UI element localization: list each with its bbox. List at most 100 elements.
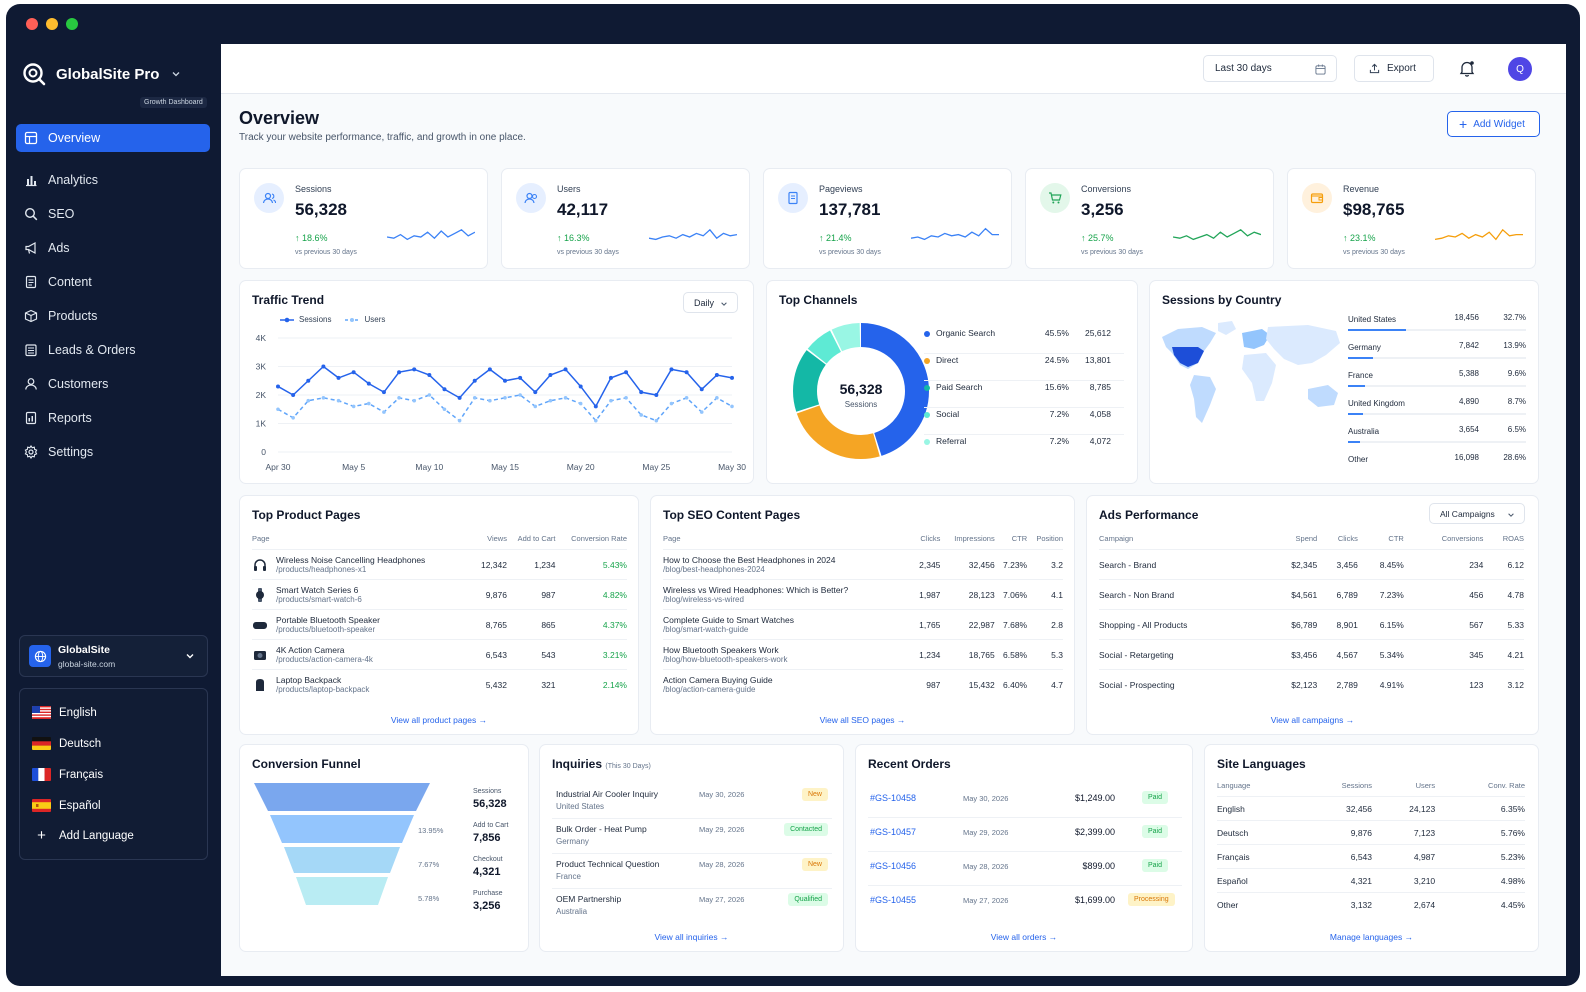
brand[interactable]: GlobalSite Pro [22, 62, 181, 86]
country-row[interactable]: Other 16,098 28.6% [1348, 453, 1526, 481]
bell-icon[interactable] [1459, 60, 1475, 77]
table-row[interactable]: Français 6,543 4,987 5.23% [1217, 844, 1525, 869]
clicks-cell: 6,789 [1317, 579, 1358, 610]
sidebar-item-ads[interactable]: Ads [16, 234, 210, 262]
campaign-cell: Search - Brand [1099, 549, 1268, 580]
sidebar-item-seo[interactable]: SEO [16, 200, 210, 228]
views-cell: 9,876 [473, 579, 507, 610]
country-row[interactable]: Germany 7,842 13.9% [1348, 341, 1526, 369]
inquiry-row[interactable]: OEM Partnership Australia May 27, 2026 Qual… [552, 890, 832, 924]
view-all-orders-link[interactable]: View all orders → [990, 932, 1058, 942]
country-row[interactable]: France 5,388 9.6% [1348, 369, 1526, 397]
close-window-button[interactable] [26, 18, 38, 30]
table-row[interactable]: Search - Non Brand $4,561 6,789 7.23% 456 4.7… [1099, 579, 1524, 610]
site-switcher[interactable]: GlobalSite global-site.com [19, 635, 208, 677]
order-id-link[interactable]: #GS-10458 [870, 793, 917, 803]
sessions-cell: 3,132 [1298, 892, 1373, 917]
sidebar-item-overview[interactable]: Overview [16, 124, 210, 152]
date-range-picker[interactable]: Last 30 days [1203, 55, 1337, 82]
column-header: Clicks [1337, 534, 1358, 543]
table-row[interactable]: English 32,456 24,123 6.35% [1217, 796, 1525, 821]
africa-shape [1242, 353, 1276, 401]
data-point-sessions [381, 390, 386, 395]
chevron-down-icon[interactable] [171, 69, 181, 79]
order-id-link[interactable]: #GS-10457 [870, 827, 917, 837]
channel-row[interactable]: Organic Search 45.5% 25,612 [924, 328, 1124, 354]
view-all-product-pages-link[interactable]: View all product pages → [390, 715, 488, 725]
channel-row[interactable]: Referral 7.2% 4,072 [924, 436, 1124, 462]
data-point-sessions [276, 384, 280, 389]
data-point-sessions [563, 367, 568, 372]
conversion-rate-cell: 4.45% [1435, 892, 1525, 917]
data-point-sessions [548, 373, 553, 378]
country-row[interactable]: United States 18,456 32.7% [1348, 313, 1526, 341]
language-item-espanol[interactable]: Español [32, 799, 101, 812]
table-row[interactable]: Wireless vs Wired Headphones: Which is B… [663, 579, 1063, 610]
add-language-button[interactable]: + Add Language [32, 828, 134, 843]
donut-slice-organic-search [793, 323, 929, 459]
add-to-cart-cell: 865 [506, 609, 556, 640]
sidebar-item-products[interactable]: Products [16, 302, 210, 330]
channel-row[interactable]: Direct 24.5% 13,801 [924, 355, 1124, 381]
sidebar-item-leads-orders[interactable]: Leads & Orders [16, 336, 210, 364]
table-row[interactable]: Social - Retargeting $3,456 4,567 5.34% 345 4… [1099, 639, 1524, 670]
table-row[interactable]: How to Choose the Best Headphones in 202… [663, 549, 1063, 580]
order-row[interactable]: #GS-10457 May 29, 2026 $2,399.00 Paid [868, 819, 1182, 852]
table-row[interactable]: Complete Guide to Smart Watches/blog/sma… [663, 609, 1063, 640]
inquiry-row[interactable]: Industrial Air Cooler Inquiry United Stat… [552, 785, 832, 819]
table-row[interactable]: Smart Watch Series 6/products/smart-watc… [252, 579, 627, 610]
data-point-users [412, 398, 416, 403]
country-row[interactable]: United Kingdom 4,890 8.7% [1348, 397, 1526, 425]
export-button[interactable]: Export [1354, 55, 1434, 82]
sidebar-item-reports[interactable]: Reports [16, 404, 210, 432]
order-row[interactable]: #GS-10456 May 28, 2026 $899.00 Paid [868, 853, 1182, 886]
sidebar-item-label: Customers [48, 377, 109, 391]
data-point-users [367, 401, 371, 406]
inquiry-row[interactable]: Bulk Order - Heat Pump Germany May 29, 202… [552, 820, 832, 854]
language-item-english[interactable]: English [32, 706, 97, 719]
order-id-link[interactable]: #GS-10456 [870, 861, 917, 871]
table-row[interactable]: Social - Prospecting $2,123 2,789 4.91% 123 3… [1099, 669, 1524, 700]
table-row[interactable]: Action Camera Buying Guide/blog/action-c… [663, 669, 1063, 700]
view-all-campaigns-link[interactable]: View all campaigns → [1270, 715, 1355, 725]
table-row[interactable]: How Bluetooth Speakers Work/blog/how-blu… [663, 639, 1063, 670]
view-all-seo-pages-link[interactable]: View all SEO pages → [819, 715, 906, 725]
table-row[interactable]: Deutsch 9,876 7,123 5.76% [1217, 820, 1525, 845]
country-row[interactable]: Australia 3,654 6.5% [1348, 425, 1526, 453]
table-row[interactable]: Search - Brand $2,345 3,456 8.45% 234 6.12 [1099, 549, 1524, 580]
channel-row[interactable]: Paid Search 15.6% 8,785 [924, 382, 1124, 408]
table-row[interactable]: Wireless Noise Cancelling Headphones/pro… [252, 549, 627, 580]
avatar[interactable]: Q [1508, 57, 1532, 81]
table-row[interactable]: Español 4,321 3,210 4.98% [1217, 868, 1525, 893]
page-cell: Complete Guide to Smart Watches/blog/sma… [663, 609, 912, 640]
campaign-filter-select[interactable]: All Campaigns [1429, 503, 1525, 524]
sidebar-item-customers[interactable]: Customers [16, 370, 210, 398]
interval-select[interactable]: Daily [683, 292, 738, 313]
table-row[interactable]: Other 3,132 2,674 4.45% [1217, 892, 1525, 917]
table-row[interactable]: Shopping - All Products $6,789 8,901 6.15% 5… [1099, 609, 1524, 640]
order-row[interactable]: #GS-10455 May 27, 2026 $1,699.00 Processing [868, 887, 1182, 920]
table-row[interactable]: Laptop Backpack/products/laptop-backpack… [252, 669, 627, 700]
order-id-link[interactable]: #GS-10455 [870, 895, 917, 905]
table-row[interactable]: Portable Bluetooth Speaker/products/blue… [252, 609, 627, 640]
add-widget-button[interactable]: + Add Widget [1447, 111, 1540, 137]
view-all-inquiries-link[interactable]: View all inquiries → [654, 932, 729, 942]
column-header: Add to Cart [517, 534, 556, 543]
kpi-label: Pageviews [819, 184, 863, 194]
manage-languages-link[interactable]: Manage languages → [1329, 932, 1414, 942]
order-row[interactable]: #GS-10458 May 30, 2026 $1,249.00 Paid [868, 785, 1182, 818]
minimize-window-button[interactable] [46, 18, 58, 30]
status-badge: Paid [1142, 859, 1169, 872]
table-row[interactable]: 4K Action Camera/products/action-camera-… [252, 639, 627, 670]
maximize-window-button[interactable] [66, 18, 78, 30]
channel-row[interactable]: Social 7.2% 4,058 [924, 409, 1124, 435]
language-item-francais[interactable]: Français [32, 768, 103, 781]
sidebar-item-content[interactable]: Content [16, 268, 210, 296]
sidebar-item-label: Settings [48, 445, 94, 459]
language-item-deutsch[interactable]: Deutsch [32, 737, 101, 750]
sidebar-item-settings[interactable]: Settings [16, 438, 210, 466]
country-percent: 8.7% [1507, 397, 1526, 406]
sidebar-item-analytics[interactable]: Analytics [16, 166, 210, 194]
inquiry-row[interactable]: Product Technical Question France May 28, … [552, 855, 832, 889]
top-channels-title: Top Channels [779, 293, 858, 307]
